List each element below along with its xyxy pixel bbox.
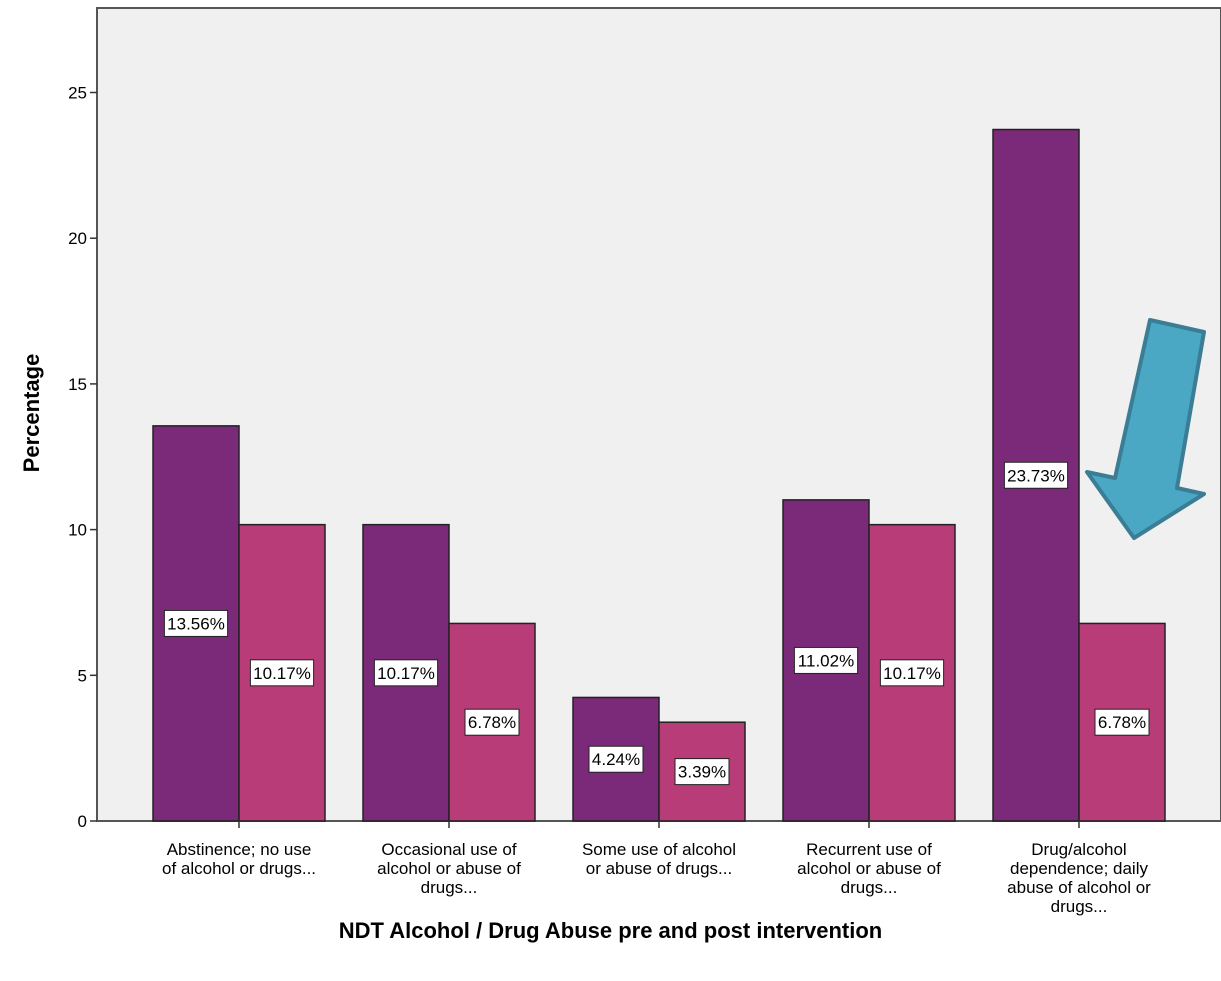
- value-label: 6.78%: [468, 713, 516, 732]
- value-label: 11.02%: [798, 651, 854, 670]
- x-tick-label: Some use of alcohol: [582, 840, 736, 859]
- value-label: 10.17%: [377, 664, 435, 683]
- value-label: 23.73%: [1007, 466, 1065, 485]
- value-label-box: [1094, 708, 1150, 736]
- value-labels-group: 13.56% 10.17% 10.17% 6.78% 4.24% 3.39% 11.02% 1…: [163, 461, 1150, 786]
- x-tick-label: drugs...: [1051, 897, 1108, 916]
- y-tick-label: 10: [68, 521, 87, 540]
- annotation-arrow: [1085, 318, 1206, 540]
- value-label-box: [674, 758, 730, 786]
- x-tick-label: dependence; daily: [1010, 859, 1149, 878]
- y-tick-label: 25: [68, 84, 87, 103]
- value-label: 10.17%: [883, 664, 941, 683]
- y-tick-label: 5: [78, 666, 87, 685]
- value-label-box: [1003, 461, 1069, 489]
- x-tick-label: drugs...: [841, 878, 898, 897]
- x-tick-label: Abstinence; no use: [167, 840, 312, 859]
- y-tick-label: 15: [68, 375, 87, 394]
- x-tick-label: Occasional use of: [381, 840, 516, 859]
- y-axis-title-wrap: Percentage: [0, 0, 60, 976]
- x-tick-label: or abuse of drugs...: [586, 859, 732, 878]
- value-label: 10.17%: [253, 664, 311, 683]
- x-tick-label: alcohol or abuse of: [377, 859, 521, 878]
- x-tick-label: of alcohol or drugs...: [162, 859, 316, 878]
- x-tick-label: Drug/alcohol: [1031, 840, 1126, 859]
- x-axis-title: NDT Alcohol / Drug Abuse pre and post in…: [338, 918, 883, 943]
- value-label-box: [464, 708, 520, 736]
- value-label-box: [793, 646, 859, 674]
- y-axis: 0 5 10 15 20 25: [68, 84, 97, 831]
- value-label: 3.39%: [678, 763, 726, 782]
- x-tick-label: drugs...: [421, 878, 478, 897]
- value-label-box: [163, 609, 229, 637]
- value-label: 6.78%: [1098, 713, 1146, 732]
- x-tick-label: abuse of alcohol or: [1007, 878, 1151, 897]
- x-tick-label: Recurrent use of: [806, 840, 932, 859]
- value-label-box: [249, 659, 315, 687]
- value-label: 4.24%: [592, 750, 640, 769]
- y-tick-label: 20: [68, 229, 87, 248]
- y-axis-title: Percentage: [19, 353, 44, 473]
- value-label: 13.56%: [167, 614, 225, 633]
- value-label-box: [588, 745, 644, 773]
- value-label-box: [879, 659, 945, 687]
- annotation-arrow-shape: [1085, 318, 1206, 540]
- y-tick-label: 0: [78, 812, 87, 831]
- x-tick-label: alcohol or abuse of: [797, 859, 941, 878]
- value-label-box: [373, 659, 439, 687]
